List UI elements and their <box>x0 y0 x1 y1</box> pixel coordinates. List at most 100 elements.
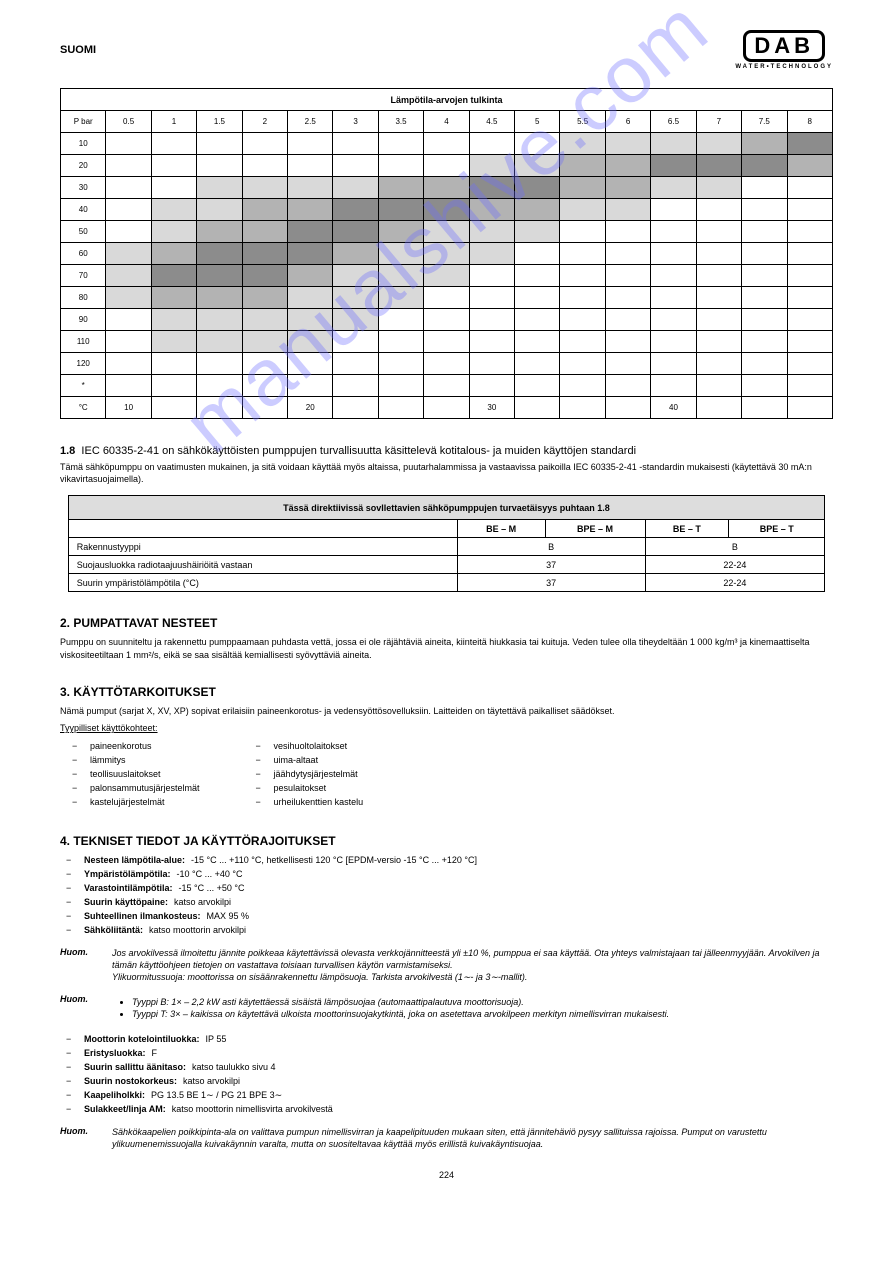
heat-cell <box>106 353 151 375</box>
heat-legend-cell: 10 <box>106 397 151 419</box>
note-bullet: Tyyppi B: 1× – 2,2 kW asti käytettäessä … <box>132 996 669 1009</box>
section-2-body: Pumppu on suunniteltu ja rakennettu pump… <box>60 636 833 661</box>
heat-cell <box>515 265 560 287</box>
heat-cell <box>560 353 605 375</box>
heat-cell <box>242 331 287 353</box>
heat-legend-cell <box>378 397 423 419</box>
heat-cell <box>651 177 696 199</box>
model-col-header: BE – T <box>645 520 729 538</box>
heat-cell <box>469 331 514 353</box>
heat-cell <box>333 243 378 265</box>
heat-cell <box>106 177 151 199</box>
heat-legend-cell: °C <box>61 397 106 419</box>
model-row-label: Suojausluokka radiotaajuushäiriöitä vast… <box>68 556 457 574</box>
logo-tagline: WATER•TECHNOLOGY <box>735 64 833 70</box>
heat-cell <box>651 375 696 397</box>
note-label: Huom. <box>60 994 100 1006</box>
heat-cell <box>696 375 741 397</box>
heat-cell <box>560 331 605 353</box>
heat-cell <box>242 353 287 375</box>
heat-cell <box>469 243 514 265</box>
heat-cell <box>424 265 469 287</box>
note-block: Huom. Sähkökaapelien poikkipinta-ala on … <box>60 1126 833 1150</box>
heat-cell <box>197 199 242 221</box>
heat-cell <box>560 221 605 243</box>
heat-cell <box>197 177 242 199</box>
heat-col-label: 7 <box>696 111 741 133</box>
spec-row: −Moottorin kotelointiluokka: IP 55 <box>66 1033 833 1046</box>
heat-cell <box>605 133 650 155</box>
heat-cell <box>424 287 469 309</box>
model-table: Tässä direktiivissä sovllettavien sähköp… <box>68 495 826 592</box>
heat-cell <box>515 353 560 375</box>
heat-cell <box>696 133 741 155</box>
heat-col-label: 5.5 <box>560 111 605 133</box>
heat-col-label: 2.5 <box>288 111 333 133</box>
heat-cell <box>151 155 196 177</box>
heat-row-label: 20 <box>61 155 106 177</box>
model-cell: 37 <box>457 556 645 574</box>
heat-cell <box>696 155 741 177</box>
heat-cell <box>333 177 378 199</box>
model-cell: 22-24 <box>645 556 825 574</box>
heat-cell <box>197 375 242 397</box>
heat-cell <box>469 177 514 199</box>
heat-cell <box>696 331 741 353</box>
heat-legend-cell <box>151 397 196 419</box>
heat-cell <box>197 265 242 287</box>
heat-cell <box>288 375 333 397</box>
heat-cell <box>424 309 469 331</box>
heat-cell <box>696 309 741 331</box>
heat-cell <box>288 133 333 155</box>
heat-cell <box>197 287 242 309</box>
heat-cell <box>424 375 469 397</box>
app-item: −urheilukenttien kastelu <box>256 796 364 809</box>
heat-cell <box>696 353 741 375</box>
heat-row-label: 10 <box>61 133 106 155</box>
heat-cell <box>288 309 333 331</box>
heat-cell <box>106 287 151 309</box>
heat-col-label: 8 <box>787 111 833 133</box>
note-block: Huom. Jos arvokilvessä ilmoitettu jännit… <box>60 947 833 983</box>
heat-cell <box>515 309 560 331</box>
heat-cell <box>742 331 787 353</box>
heat-cell <box>333 265 378 287</box>
note-label: Huom. <box>60 947 100 959</box>
heat-cell <box>106 331 151 353</box>
heat-cell <box>288 199 333 221</box>
heat-cell <box>560 155 605 177</box>
heat-cell <box>333 353 378 375</box>
heat-cell <box>288 177 333 199</box>
heat-cell <box>605 221 650 243</box>
heat-cell <box>424 243 469 265</box>
heat-cell <box>378 353 423 375</box>
language-label: SUOMI <box>60 44 96 56</box>
heat-cell <box>424 331 469 353</box>
heat-row-label: 60 <box>61 243 106 265</box>
heat-table-title: Lämpötila-arvojen tulkinta <box>61 89 833 111</box>
heat-row-label: * <box>61 375 106 397</box>
spec-row: −Varastointilämpötila: -15 °C ... +50 °C <box>66 882 833 895</box>
heat-cell <box>515 155 560 177</box>
heat-cell <box>151 309 196 331</box>
heat-legend-cell <box>605 397 650 419</box>
heat-cell <box>515 375 560 397</box>
heat-cell <box>605 155 650 177</box>
app-item: −teollisuuslaitokset <box>72 768 200 781</box>
heat-row-label: 80 <box>61 287 106 309</box>
app-item: −lämmitys <box>72 754 200 767</box>
heat-cell <box>742 265 787 287</box>
heat-col-label: 0.5 <box>106 111 151 133</box>
heat-cell <box>605 265 650 287</box>
heat-cell <box>242 287 287 309</box>
heat-cell <box>242 199 287 221</box>
heat-cell <box>787 265 833 287</box>
heat-cell <box>787 331 833 353</box>
heat-cell <box>242 221 287 243</box>
heat-cell <box>151 265 196 287</box>
heat-cell <box>787 155 833 177</box>
spec-row: −Sulakkeet/linja AM: katso moottorin nim… <box>66 1103 833 1116</box>
app-item: −jäähdytysjärjestelmät <box>256 768 364 781</box>
heat-cell <box>106 243 151 265</box>
heat-cell <box>696 243 741 265</box>
